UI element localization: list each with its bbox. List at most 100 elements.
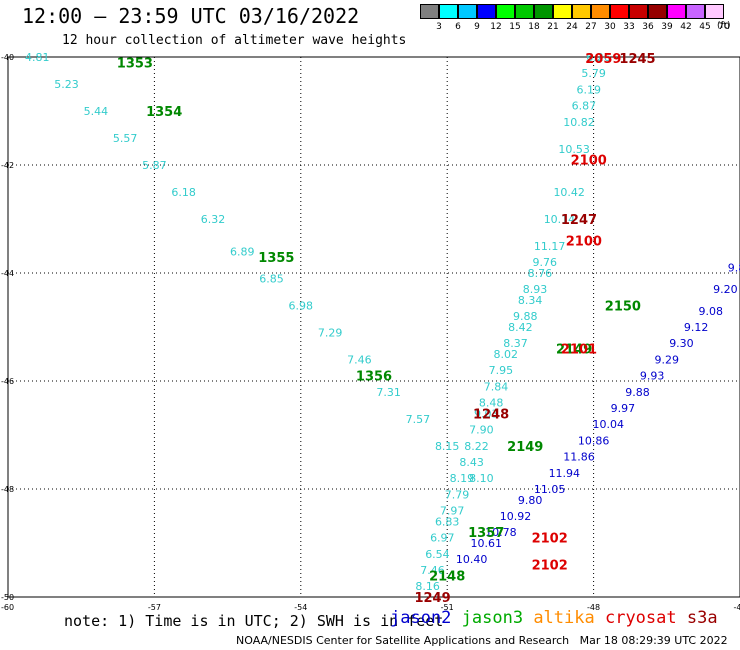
wave-height-point: 10.14 <box>544 213 576 226</box>
wave-height-point: 7.46 <box>420 564 445 577</box>
satellite-legend: jason2 jason3 altika cryosat s3a <box>390 608 718 628</box>
wave-height-point: 10.53 <box>558 143 590 156</box>
wave-height-point: 7.31 <box>376 386 401 399</box>
wave-height-point: 9.20 <box>713 283 738 296</box>
wave-height-point: 9.88 <box>625 386 650 399</box>
scale-label: 15 <box>509 22 521 32</box>
wave-height-point: 8.34 <box>518 294 543 307</box>
pass-time-label: 2100 <box>571 154 607 169</box>
wave-height-point: 8.19 <box>450 472 475 485</box>
pass-time-label: 2102 <box>532 559 568 574</box>
wave-height-point: 8.16 <box>415 580 440 593</box>
altimeter-map-plot: -57 -54 -51 -48 -45 -40 -42 -44 -46 -48 -50-60 4.8… <box>1 51 740 610</box>
scale-swatch <box>686 4 705 19</box>
x-tick-label: -57 <box>148 603 161 610</box>
wave-height-point: 8.10 <box>469 472 494 485</box>
scale-unit-label: (ft) <box>717 21 731 31</box>
wave-height-point: 5.87 <box>142 159 167 172</box>
wave-height-point: 9.76 <box>533 256 558 269</box>
pass-time-label: 2101 <box>561 343 597 358</box>
scale-label: 24 <box>566 22 578 32</box>
scale-swatch <box>648 4 667 19</box>
y-tick-label: -42 <box>1 161 14 170</box>
pass-time-label: 2150 <box>605 299 641 314</box>
pass-time-label: 1245 <box>619 52 655 67</box>
x-tick-label: -54 <box>294 603 307 610</box>
x-tick-label: -48 <box>587 603 600 610</box>
wave-height-point: 8.48 <box>479 397 504 410</box>
wave-height-point: 9.80 <box>518 494 543 507</box>
scale-swatch <box>515 4 534 19</box>
scale-swatch <box>629 4 648 19</box>
wave-height-point: 5.57 <box>113 132 138 145</box>
pass-time-label: 1249 <box>414 591 450 606</box>
chart-subtitle: 12 hour collection of altimeter wave hei… <box>62 33 407 48</box>
wave-height-point: 6.54 <box>425 548 450 561</box>
y-tick-label: -44 <box>1 269 14 278</box>
chart-title: 12:00 – 23:59 UTC 03/16/2022 <box>22 4 360 28</box>
pass-time-label: 2149 <box>556 343 592 358</box>
wave-height-point: 6.18 <box>171 186 196 199</box>
pass-time-label: 2148 <box>429 569 465 584</box>
wave-height-point: 7.46 <box>347 353 372 366</box>
pass-time-label: 1356 <box>356 370 392 385</box>
wave-height-point: 6.26 <box>586 51 611 64</box>
wave-height-point: 7.57 <box>406 413 431 426</box>
wave-height-point: 10.42 <box>553 186 585 199</box>
wave-height-point: 9.12 <box>684 321 709 334</box>
scale-swatch <box>591 4 610 19</box>
wave-height-point: 6.19 <box>576 83 601 96</box>
scale-label: 21 <box>547 22 559 32</box>
wave-height-point: 7.84 <box>484 380 509 393</box>
scale-label: 9 <box>474 22 480 32</box>
wave-height-point: 10.04 <box>592 418 624 431</box>
wave-height-point: 6.89 <box>230 245 255 258</box>
wave-height-point: 8.42 <box>508 321 533 334</box>
wave-height-point: 8.37 <box>503 337 528 350</box>
scale-label: 36 <box>642 22 654 32</box>
wave-height-point: 11.94 <box>549 467 581 480</box>
y-tick-label: -48 <box>1 485 14 494</box>
scale-swatch <box>553 4 572 19</box>
scale-swatch <box>496 4 515 19</box>
pass-time-label: 2102 <box>532 532 568 547</box>
satellite-jason3: jason3 <box>461 608 534 628</box>
wave-height-point: 10.40 <box>456 553 488 566</box>
wave-height-point: 9.29 <box>655 353 680 366</box>
scale-label: 45 <box>699 22 711 32</box>
plot-frame <box>7 56 740 598</box>
scale-label: 33 <box>623 22 635 32</box>
wave-height-point: 10.61 <box>470 537 502 550</box>
wave-height-point: 9.97 <box>611 402 636 415</box>
wave-height-point: 5.23 <box>54 78 79 91</box>
wave-height-point: 9.08 <box>698 305 723 318</box>
pass-time-label: 2059 <box>585 52 621 67</box>
axis-labels: -57 -54 -51 -48 -45 -40 -42 -44 -46 -48 -50-60 <box>1 53 740 610</box>
corner-label: -60 <box>1 603 14 610</box>
pass-time-label: 1355 <box>258 251 294 266</box>
wave-height-point: 9.30 <box>669 337 694 350</box>
wave-height-point: 7.97 <box>440 505 465 518</box>
wave-height-point: 5.79 <box>581 67 606 80</box>
wave-height-point: 6.97 <box>430 532 455 545</box>
scale-swatch <box>667 4 686 19</box>
y-tick-label: -50 <box>1 593 14 602</box>
wave-height-point: 8.76 <box>528 267 553 280</box>
scale-swatch <box>477 4 496 19</box>
scale-label: 30 <box>604 22 616 32</box>
x-tick-label: -51 <box>441 603 454 610</box>
pass-time-label: 2100 <box>566 235 602 250</box>
wave-height-point: 8.22 <box>464 440 489 453</box>
scale-swatch <box>610 4 629 19</box>
scale-label: 39 <box>661 22 673 32</box>
scale-swatch <box>705 4 724 19</box>
wave-height-point: 11.17 <box>534 240 566 253</box>
pass-time-label: 1353 <box>117 56 153 71</box>
wave-height-point: 9.88 <box>513 310 538 323</box>
wave-height-point: 6.98 <box>289 299 314 312</box>
satellite-jason2: jason2 <box>390 608 462 628</box>
wave-height-point: 7.79 <box>445 488 470 501</box>
wave-height-point: 10.82 <box>563 116 595 129</box>
pass-time-label: 1248 <box>473 407 509 422</box>
satellite-altika: altika <box>533 608 605 628</box>
